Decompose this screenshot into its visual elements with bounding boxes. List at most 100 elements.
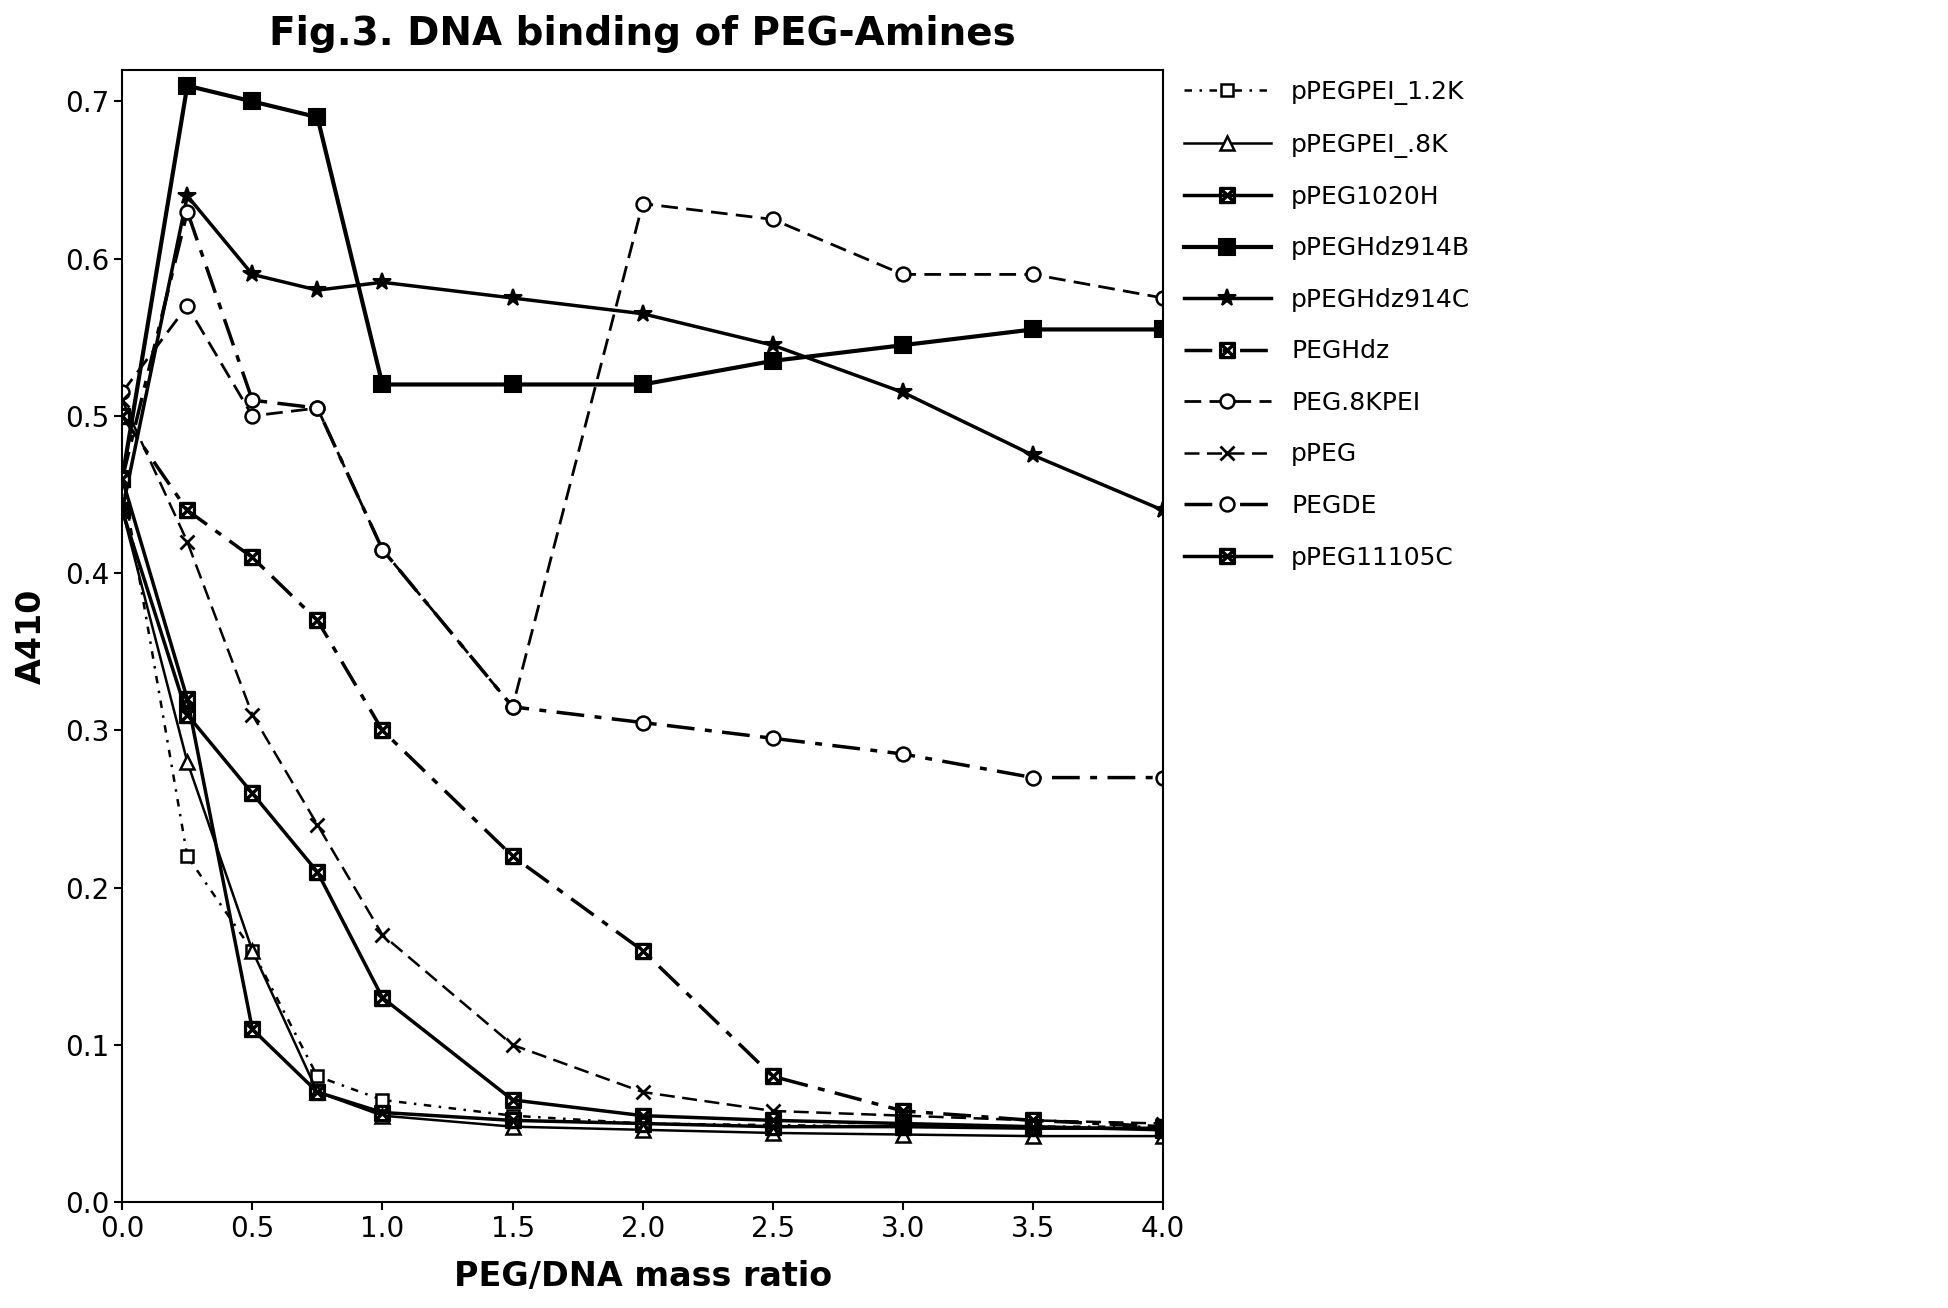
PEG.8KPEI [175, 298, 199, 314]
pPEG [1021, 1113, 1044, 1129]
PEGDE [306, 400, 329, 416]
pPEGPEI_1.2K [306, 1069, 329, 1084]
PEG.8KPEI [1151, 290, 1175, 306]
pPEGPEI_.8K [370, 1108, 393, 1124]
pPEG1020H [1151, 1122, 1175, 1138]
PEGHdz [111, 408, 134, 424]
pPEGHdz914B [501, 377, 524, 392]
pPEGHdz914B [175, 78, 199, 94]
PEGDE [1021, 769, 1044, 785]
pPEGHdz914B [111, 471, 134, 487]
pPEG [631, 1084, 655, 1100]
pPEGPEI_.8K [1151, 1129, 1175, 1144]
PEGHdz [1021, 1113, 1044, 1129]
pPEGPEI_1.2K [242, 943, 265, 959]
PEGHdz [175, 502, 199, 518]
pPEGPEI_1.2K [111, 471, 134, 487]
pPEGPEI_1.2K [370, 1092, 393, 1108]
pPEGPEI_1.2K [1021, 1118, 1044, 1134]
pPEGPEI_1.2K [1151, 1118, 1175, 1134]
pPEGHdz914C [501, 290, 524, 306]
PEG.8KPEI [762, 212, 785, 228]
pPEGPEI_.8K [175, 753, 199, 769]
pPEGPEI_.8K [762, 1125, 785, 1141]
X-axis label: PEG/DNA mass ratio: PEG/DNA mass ratio [454, 1260, 832, 1294]
PEGHdz [762, 1069, 785, 1084]
Line: pPEG11105C: pPEG11105C [115, 471, 1171, 1135]
PEG.8KPEI [1021, 267, 1044, 283]
pPEG [111, 392, 134, 408]
pPEGHdz914C [175, 188, 199, 204]
Line: pPEGPEI_1.2K: pPEGPEI_1.2K [117, 472, 1169, 1133]
pPEG11105C [631, 1116, 655, 1131]
PEGDE [890, 746, 914, 761]
Y-axis label: A410: A410 [16, 589, 49, 684]
PEGHdz [890, 1103, 914, 1118]
pPEG11105C [175, 691, 199, 706]
PEGDE [501, 698, 524, 714]
Line: pPEGPEI_.8K: pPEGPEI_.8K [115, 504, 1171, 1143]
pPEGHdz914B [631, 377, 655, 392]
PEGHdz [242, 549, 265, 565]
pPEGHdz914B [370, 377, 393, 392]
PEGHdz [306, 612, 329, 628]
PEG.8KPEI [631, 196, 655, 212]
Line: pPEGHdz914C: pPEGHdz914C [113, 187, 1173, 519]
pPEG11105C [1151, 1121, 1175, 1137]
pPEG [370, 927, 393, 943]
pPEGPEI_.8K [631, 1122, 655, 1138]
pPEGPEI_1.2K [631, 1116, 655, 1131]
Title: Fig.3. DNA binding of PEG-Amines: Fig.3. DNA binding of PEG-Amines [269, 14, 1017, 54]
pPEG [306, 818, 329, 833]
pPEGPEI_1.2K [501, 1108, 524, 1124]
pPEGHdz914C [306, 283, 329, 298]
pPEGPEI_.8K [501, 1118, 524, 1134]
pPEG1020H [306, 865, 329, 880]
pPEGPEI_.8K [890, 1126, 914, 1142]
pPEGPEI_.8K [306, 1084, 329, 1100]
pPEGHdz914B [306, 110, 329, 126]
PEG.8KPEI [111, 385, 134, 400]
pPEGPEI_.8K [111, 502, 134, 518]
pPEG1020H [1021, 1118, 1044, 1134]
pPEGHdz914C [631, 306, 655, 322]
pPEG1020H [242, 786, 265, 802]
pPEG [1151, 1116, 1175, 1131]
pPEGHdz914B [1021, 322, 1044, 337]
pPEGHdz914B [1151, 322, 1175, 337]
pPEGHdz914C [890, 385, 914, 400]
pPEG1020H [762, 1113, 785, 1129]
pPEGHdz914C [1151, 502, 1175, 518]
pPEGPEI_.8K [1021, 1129, 1044, 1144]
pPEGPEI_1.2K [762, 1117, 785, 1133]
pPEG1020H [890, 1116, 914, 1131]
PEGHdz [501, 849, 524, 865]
pPEGHdz914C [1021, 447, 1044, 463]
pPEG11105C [306, 1084, 329, 1100]
pPEG1020H [501, 1092, 524, 1108]
PEGDE [111, 471, 134, 487]
pPEGPEI_.8K [242, 943, 265, 959]
pPEG [175, 534, 199, 549]
pPEG1020H [175, 706, 199, 722]
pPEG11105C [890, 1118, 914, 1134]
Line: PEG.8KPEI: PEG.8KPEI [115, 196, 1171, 714]
pPEGHdz914B [242, 94, 265, 110]
PEGDE [631, 714, 655, 730]
Line: pPEG: pPEG [115, 394, 1171, 1130]
pPEGHdz914C [242, 267, 265, 283]
pPEG [762, 1103, 785, 1118]
pPEG [501, 1037, 524, 1053]
PEGDE [762, 730, 785, 746]
Line: PEGHdz: PEGHdz [115, 408, 1171, 1134]
PEG.8KPEI [306, 400, 329, 416]
pPEG11105C [762, 1118, 785, 1134]
pPEG1020H [631, 1108, 655, 1124]
PEGDE [175, 204, 199, 220]
pPEG11105C [1021, 1121, 1044, 1137]
PEG.8KPEI [890, 267, 914, 283]
pPEGHdz914C [370, 275, 393, 290]
PEGHdz [370, 722, 393, 738]
pPEG11105C [370, 1105, 393, 1121]
Legend: pPEGPEI_1.2K, pPEGPEI_.8K, pPEG1020H, pPEGHdz914B, pPEGHdz914C, PEGHdz, PEG.8KPE: pPEGPEI_1.2K, pPEGPEI_.8K, pPEG1020H, pP… [1173, 71, 1480, 579]
